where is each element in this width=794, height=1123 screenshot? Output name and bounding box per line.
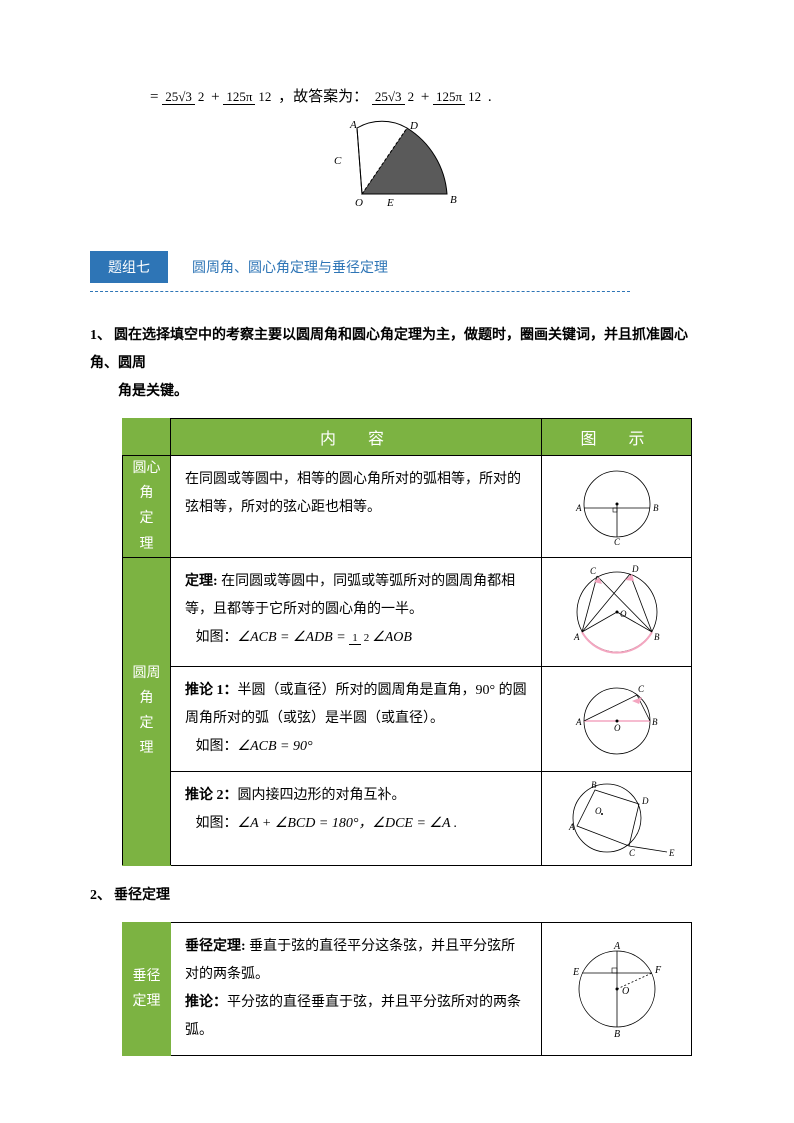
svg-text:A: A: [575, 503, 582, 513]
perp-diameter-figure: A E F O B: [542, 922, 692, 1055]
table-header-figure: 图 示: [542, 419, 692, 456]
svg-text:O: O: [595, 806, 602, 816]
svg-text:C: C: [614, 537, 621, 546]
svg-text:B: B: [591, 780, 597, 790]
corollary-2-figure: A B D C E O: [542, 771, 692, 865]
row-label-central-angle: 圆心角定 理: [123, 456, 171, 558]
svg-text:B: B: [614, 1029, 620, 1039]
inscribed-theorem-figure: A B C D O: [542, 557, 692, 666]
svg-text:B: B: [653, 503, 659, 513]
svg-text:E: E: [386, 197, 394, 209]
svg-text:O: O: [620, 609, 627, 619]
item-2: 2、垂径定理: [90, 882, 704, 910]
svg-text:D: D: [409, 120, 418, 132]
svg-text:A: A: [575, 717, 582, 727]
section-header: 题组七 圆周角、圆心角定理与垂径定理: [90, 251, 704, 283]
frac-den: 2: [195, 89, 208, 104]
corollary-1-figure: A B C O: [542, 666, 692, 771]
svg-text:C: C: [590, 566, 597, 576]
sector-figure: A D C O E B: [90, 116, 704, 211]
svg-text:D: D: [631, 564, 639, 574]
svg-text:E: E: [668, 848, 675, 858]
item-number: 2、: [90, 882, 114, 910]
answer-formula: = 25√32 + 125π12 ，故答案为： 25√32 + 125π12 .: [150, 85, 704, 106]
row-label-inscribed-angle: 圆周角定 理: [123, 557, 171, 865]
svg-text:O: O: [622, 986, 629, 997]
svg-text:F: F: [654, 965, 662, 976]
svg-text:A: A: [568, 822, 575, 832]
perp-diameter-content: 垂径定理: 垂直于弦的直径平分这条弦，并且平分弦所对的两条弧。 推论：平分弦的直…: [171, 922, 542, 1055]
svg-text:C: C: [334, 155, 342, 167]
central-angle-figure: A B C: [542, 456, 692, 558]
svg-text:D: D: [641, 796, 649, 806]
svg-text:C: C: [638, 684, 645, 694]
corollary-2-content: 推论 2：圆内接四边形的对角互补。 如图：∠A + ∠BCD = 180°，∠D…: [171, 771, 542, 865]
theorem-table-2: 垂径定理 垂径定理: 垂直于弦的直径平分这条弦，并且平分弦所对的两条弧。 推论：…: [122, 922, 692, 1056]
svg-text:E: E: [572, 967, 579, 978]
svg-text:C: C: [629, 848, 636, 858]
item-number: 1、: [90, 322, 114, 350]
item-1: 1、圆在选择填空中的考察主要以圆周角和圆心角定理为主，做题时，圈画关键词，并且抓…: [90, 322, 704, 406]
svg-text:O: O: [614, 723, 621, 733]
frac-num: 125π: [223, 89, 255, 105]
svg-text:O: O: [355, 197, 363, 209]
theorem-table-1: 内 容 图 示 圆心角定 理 在同圆或等圆中，相等的圆心角所对的弧相等，所对的弦…: [122, 418, 692, 866]
svg-text:A: A: [573, 632, 580, 642]
section-divider: [90, 291, 630, 292]
frac-den: 12: [255, 89, 274, 104]
frac-num: 25√3: [162, 89, 195, 105]
svg-text:A: A: [349, 119, 357, 131]
section-badge: 题组七: [90, 251, 168, 283]
section-title: 圆周角、圆心角定理与垂径定理: [192, 257, 388, 277]
inscribed-theorem-content: 定理: 在同圆或等圆中，同弧或等弧所对的圆周角都相等，且都等于它所对的圆心角的一…: [171, 557, 542, 666]
central-angle-content: 在同圆或等圆中，相等的圆心角所对的弧相等，所对的弦相等，所对的弦心距也相等。: [171, 456, 542, 558]
row-label-perp-diameter: 垂径定理: [123, 922, 171, 1055]
svg-text:A: A: [613, 941, 621, 952]
svg-text:B: B: [654, 632, 660, 642]
corollary-1-content: 推论 1：半圆（或直径）所对的圆周角是直角，90° 的圆周角所对的弧（或弦）是半…: [171, 666, 542, 771]
svg-text:B: B: [652, 717, 658, 727]
svg-text:B: B: [450, 194, 457, 206]
table-header-content: 内 容: [171, 419, 542, 456]
answer-midtext: ，故答案为：: [278, 89, 368, 105]
